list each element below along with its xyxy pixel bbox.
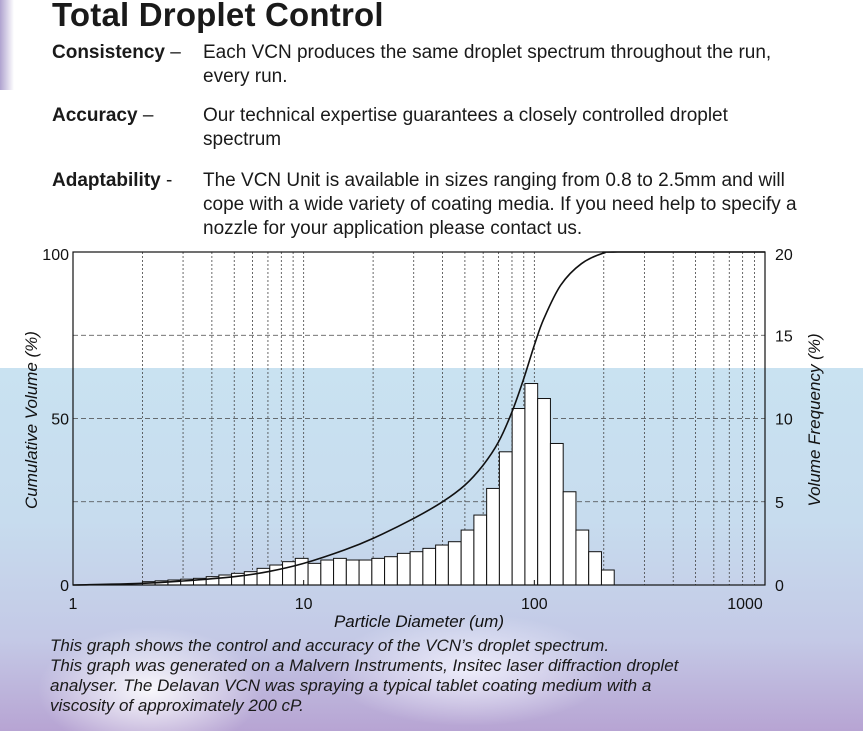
histogram-bar (511, 408, 526, 586)
feature-description: The VCN Unit is available in sizes rangi… (203, 170, 797, 239)
histogram-bar (256, 567, 271, 586)
caption-line: analyser. The Delavan VCN was spraying a… (50, 676, 652, 695)
x-tick-label: 1 (69, 596, 78, 613)
y-left-tick-label: 100 (42, 247, 69, 264)
y-right-tick-label: 0 (775, 578, 784, 595)
histogram-bar (384, 556, 398, 586)
histogram-bar (269, 564, 284, 586)
histogram-bar (345, 559, 360, 586)
histogram-bar (460, 529, 475, 586)
y-left-tick-label: 0 (60, 578, 69, 595)
y-right-tick-label: 15 (775, 328, 793, 345)
histogram-bar (307, 562, 322, 586)
histogram-bar (333, 557, 347, 586)
histogram-bar (588, 551, 602, 586)
histogram-bar (422, 547, 437, 586)
x-tick-label: 1000 (727, 596, 763, 613)
histogram-bar (575, 529, 590, 586)
histogram-bar (473, 514, 488, 586)
caption-line: viscosity of approximately 200 cP. (50, 696, 304, 715)
histogram-bar (435, 544, 449, 586)
y-right-tick-label: 20 (775, 247, 793, 264)
background-swoosh (0, 0, 14, 90)
y-right-tick-label: 10 (775, 412, 793, 429)
cumulative-volume-line (72, 251, 765, 586)
histogram-bar (486, 487, 500, 586)
feature-description: Our technical expertise guarantees a clo… (203, 105, 728, 150)
feature-term: Accuracy – (52, 105, 154, 126)
histogram-bar (537, 398, 551, 586)
histogram-bar (396, 552, 411, 586)
feature-term: Consistency – (52, 42, 181, 63)
histogram-bar (549, 442, 564, 586)
histogram-bar (562, 491, 577, 586)
chart-grid (73, 252, 765, 585)
page-title: Total Droplet Control (52, 0, 384, 33)
histogram-bar (498, 451, 513, 586)
chart-caption: This graph shows the control and accurac… (50, 636, 810, 716)
y-right-tick-label: 5 (775, 495, 784, 512)
histogram-bar (371, 557, 386, 586)
histogram-bar (447, 541, 462, 586)
histogram-bar (524, 383, 539, 586)
y-left-tick-label: 50 (51, 412, 69, 429)
x-tick-label: 10 (295, 596, 313, 613)
feature-description: Each VCN produces the same droplet spect… (203, 42, 772, 87)
x-tick-label: 100 (521, 596, 548, 613)
x-axis-label: Particle Diameter (um) (334, 612, 504, 631)
caption-line: This graph was generated on a Malvern In… (50, 656, 679, 675)
histogram-bar (358, 559, 373, 586)
caption-line: This graph shows the control and accurac… (50, 636, 610, 655)
y-axis-right-label: Volume Frequency (%) (805, 333, 824, 506)
histogram-bar (320, 559, 335, 586)
histogram-bar (409, 551, 424, 586)
histogram-bars (141, 383, 615, 586)
histogram-bar (282, 561, 296, 586)
feature-term: Adaptability - (52, 170, 173, 191)
plot-frame (72, 251, 766, 586)
histogram-bar (600, 569, 615, 586)
y-axis-left-label: Cumulative Volume (%) (22, 331, 41, 509)
